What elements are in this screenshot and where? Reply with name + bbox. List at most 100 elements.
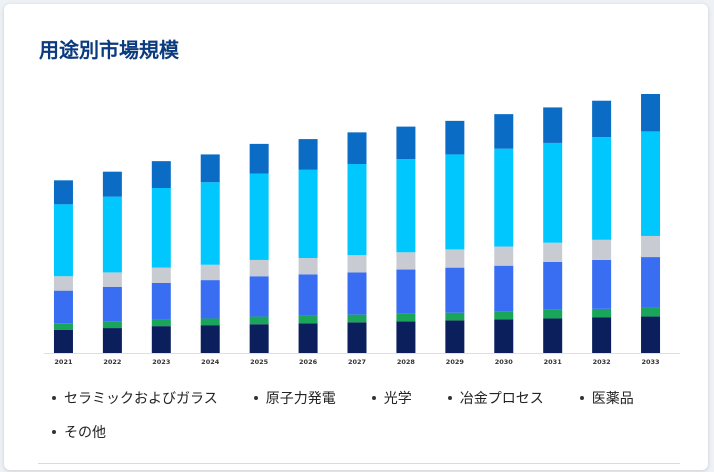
bar-segment-2028-4[interactable]	[396, 159, 416, 253]
bar-segment-2028-1[interactable]	[396, 313, 416, 322]
bar-segment-2026-0[interactable]	[298, 323, 318, 353]
bar-segment-2029-1[interactable]	[445, 312, 465, 321]
legend-item-others[interactable]: その他	[42, 416, 106, 450]
bar-segment-2022-2[interactable]	[102, 286, 122, 322]
bar-segment-2031-3[interactable]	[543, 242, 563, 262]
bar-segment-2021-0[interactable]	[53, 329, 73, 353]
bullet-icon	[579, 395, 584, 400]
legend-item-metallurgy[interactable]: 冶金プロセス	[438, 382, 544, 416]
bar-segment-2021-2[interactable]	[53, 290, 73, 324]
bar-segment-2023-5[interactable]	[151, 161, 171, 189]
bar-segment-2033-2[interactable]	[641, 257, 661, 308]
bar-segment-2033-4[interactable]	[641, 131, 661, 236]
bar-segment-2029-2[interactable]	[445, 267, 465, 313]
bar-segment-2021-3[interactable]	[53, 276, 73, 291]
bar-segment-2025-2[interactable]	[249, 276, 269, 317]
bar-segment-2030-2[interactable]	[494, 265, 514, 312]
bar-segment-2022-4[interactable]	[102, 196, 122, 273]
bar-segment-2031-4[interactable]	[543, 142, 563, 243]
legend-item-optics[interactable]: 光学	[362, 382, 412, 416]
x-tick-label: 2026	[299, 358, 318, 366]
bar-segment-2022-3[interactable]	[102, 272, 122, 287]
bar-segment-2032-3[interactable]	[592, 239, 612, 260]
bar-segment-2025-0[interactable]	[249, 324, 269, 353]
legend-label: 医薬品	[591, 391, 634, 407]
bar-segment-2027-5[interactable]	[347, 132, 367, 165]
bar-segment-2030-1[interactable]	[494, 311, 514, 320]
bar-segment-2031-5[interactable]	[543, 107, 563, 143]
legend-item-pharmaceuticals[interactable]: 医薬品	[570, 382, 634, 416]
stacked-bar-chart: 2021 2022 2023 2024 2025 2026 2027 2028 2029 2030…	[44, 94, 680, 366]
bar-segment-2023-2[interactable]	[151, 282, 171, 320]
bar-segment-2029-3[interactable]	[445, 249, 465, 268]
bar-segment-2032-1[interactable]	[592, 308, 612, 318]
legend-item-ceramics-glass[interactable]: セラミックおよびガラス	[42, 382, 218, 416]
bullet-icon	[253, 395, 258, 400]
bar-segment-2026-3[interactable]	[298, 258, 318, 275]
bar-segment-2026-1[interactable]	[298, 315, 318, 324]
bar-segment-2033-5[interactable]	[641, 94, 661, 132]
bar-segment-2028-3[interactable]	[396, 252, 416, 270]
bar-segment-2025-4[interactable]	[249, 173, 269, 260]
bar-segment-2024-2[interactable]	[200, 280, 220, 319]
bar-segment-2024-3[interactable]	[200, 264, 220, 281]
bar-segment-2022-0[interactable]	[102, 328, 122, 353]
x-tick-label: 2029	[446, 358, 465, 366]
divider	[38, 463, 680, 464]
bar-segment-2033-0[interactable]	[641, 316, 661, 353]
bar-segment-2028-0[interactable]	[396, 321, 416, 353]
bar-segment-2027-3[interactable]	[347, 255, 367, 273]
bar-segment-2032-0[interactable]	[592, 317, 612, 353]
bar-segment-2029-5[interactable]	[445, 120, 465, 155]
chart-card: 用途別市場規模 2021 2022 2023 2024 2025 2026 2027 2028…	[4, 4, 708, 470]
bar-segment-2026-2[interactable]	[298, 274, 318, 316]
bar-segment-2027-4[interactable]	[347, 164, 367, 256]
bar-segment-2030-3[interactable]	[494, 246, 514, 266]
bar-segment-2022-1[interactable]	[102, 321, 122, 329]
x-tick-label: 2025	[250, 358, 269, 366]
bar-segment-2025-5[interactable]	[249, 143, 269, 174]
bar-segment-2022-5[interactable]	[102, 171, 122, 197]
bar-segment-2032-4[interactable]	[592, 137, 612, 240]
bar-segment-2027-1[interactable]	[347, 314, 367, 323]
bar-segment-2033-3[interactable]	[641, 235, 661, 258]
bar-segment-2027-2[interactable]	[347, 272, 367, 315]
bar-segment-2023-0[interactable]	[151, 326, 171, 353]
bar-segment-2021-1[interactable]	[53, 323, 73, 330]
bar-segment-2021-4[interactable]	[53, 204, 73, 277]
legend-label: 原子力発電	[265, 391, 336, 407]
bar-segment-2026-4[interactable]	[298, 169, 318, 259]
bar-segment-2021-5[interactable]	[53, 180, 73, 205]
bar-segment-2026-5[interactable]	[298, 139, 318, 170]
x-tick-label: 2023	[152, 358, 170, 366]
bar-segment-2030-4[interactable]	[494, 148, 514, 247]
x-tick-label: 2024	[201, 358, 220, 366]
bar-segment-2023-3[interactable]	[151, 267, 171, 283]
bar-segment-2030-0[interactable]	[494, 319, 514, 353]
bar-segment-2032-5[interactable]	[592, 100, 612, 138]
bar-segment-2028-5[interactable]	[396, 126, 416, 160]
chart-title: 用途別市場規模	[39, 38, 179, 62]
bar-segment-2023-1[interactable]	[151, 319, 171, 327]
legend-item-nuclear-power[interactable]: 原子力発電	[244, 382, 336, 416]
bar-segment-2033-1[interactable]	[641, 307, 661, 317]
bar-segment-2024-0[interactable]	[200, 325, 220, 353]
bar-segment-2028-2[interactable]	[396, 269, 416, 314]
bar-segment-2025-3[interactable]	[249, 259, 269, 277]
bar-segment-2029-0[interactable]	[445, 320, 465, 353]
bar-segment-2029-4[interactable]	[445, 154, 465, 250]
bullet-icon	[371, 395, 376, 400]
bar-segment-2031-0[interactable]	[543, 318, 563, 353]
bar-segment-2031-2[interactable]	[543, 261, 563, 310]
bar-segment-2030-5[interactable]	[494, 114, 514, 149]
legend: セラミックおよびガラス 原子力発電 光学 冶金プロセス 医薬品その他	[42, 382, 682, 450]
bar-segment-2027-0[interactable]	[347, 322, 367, 353]
bar-segment-2031-1[interactable]	[543, 309, 563, 319]
bar-segment-2032-2[interactable]	[592, 259, 612, 309]
bar-segment-2023-4[interactable]	[151, 188, 171, 268]
bullet-icon	[52, 429, 56, 434]
bar-segment-2025-1[interactable]	[249, 316, 269, 325]
bar-segment-2024-4[interactable]	[200, 182, 220, 265]
bar-segment-2024-1[interactable]	[200, 318, 220, 326]
bar-segment-2024-5[interactable]	[200, 154, 220, 183]
